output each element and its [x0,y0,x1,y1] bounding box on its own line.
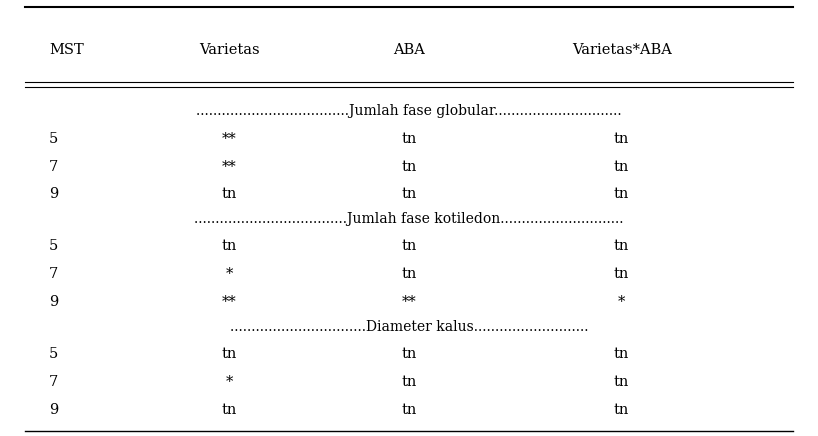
Text: **: ** [402,295,416,309]
Text: tn: tn [402,375,416,389]
Text: ....................................Jumlah fase globular........................: ....................................Juml… [196,104,622,118]
Text: tn: tn [614,239,629,253]
Text: *: * [225,375,233,389]
Text: tn: tn [222,403,236,417]
Text: Varietas: Varietas [199,43,259,57]
Text: tn: tn [614,267,629,281]
Text: 9: 9 [49,295,58,309]
Text: tn: tn [402,267,416,281]
Text: tn: tn [222,347,236,361]
Text: *: * [618,295,626,309]
Text: **: ** [222,160,236,174]
Text: Varietas*ABA: Varietas*ABA [572,43,672,57]
Text: **: ** [222,132,236,146]
Text: tn: tn [614,132,629,146]
Text: 7: 7 [49,375,58,389]
Text: 9: 9 [49,187,58,201]
Text: tn: tn [402,347,416,361]
Text: *: * [225,267,233,281]
Text: tn: tn [614,403,629,417]
Text: 7: 7 [49,267,58,281]
Text: tn: tn [614,375,629,389]
Text: tn: tn [402,187,416,201]
Text: ....................................Jumlah fase kotiledon.......................: ....................................Juml… [194,212,624,226]
Text: tn: tn [222,239,236,253]
Text: tn: tn [402,239,416,253]
Text: ................................Diameter kalus...........................: ................................Diameter… [230,320,588,334]
Text: tn: tn [402,132,416,146]
Text: **: ** [222,295,236,309]
Text: MST: MST [49,43,83,57]
Text: tn: tn [614,160,629,174]
Text: 7: 7 [49,160,58,174]
Text: tn: tn [614,187,629,201]
Text: 9: 9 [49,403,58,417]
Text: tn: tn [402,160,416,174]
Text: tn: tn [222,187,236,201]
Text: ABA: ABA [393,43,425,57]
Text: 5: 5 [49,239,58,253]
Text: tn: tn [402,403,416,417]
Text: tn: tn [614,347,629,361]
Text: 5: 5 [49,347,58,361]
Text: 5: 5 [49,132,58,146]
